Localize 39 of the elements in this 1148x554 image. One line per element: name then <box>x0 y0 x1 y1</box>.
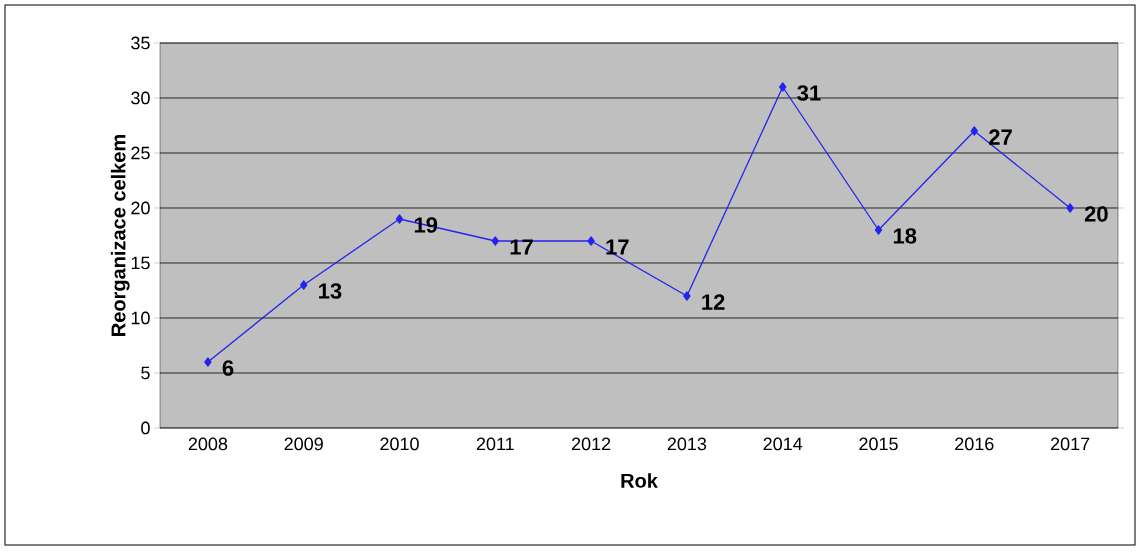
point <box>970 126 978 136</box>
y-tick-label: 10 <box>131 311 150 325</box>
data-label: 6 <box>222 360 234 376</box>
x-tick-label: 2014 <box>763 437 803 451</box>
x-tick-label: 2009 <box>284 437 323 451</box>
point <box>395 214 404 224</box>
x-tick-label: 2011 <box>476 437 514 451</box>
point <box>874 225 883 235</box>
point <box>779 82 787 92</box>
y-tick-label: 15 <box>131 256 150 270</box>
point <box>587 236 595 246</box>
point <box>1066 203 1074 213</box>
data-label: 31 <box>797 85 821 101</box>
data-label: 17 <box>606 239 629 255</box>
data-label: 27 <box>989 129 1012 145</box>
x-tick-label: 2008 <box>188 437 228 451</box>
x-tick-label: 2012 <box>571 437 611 451</box>
data-label: 13 <box>319 283 342 299</box>
data-label: 20 <box>1084 206 1108 222</box>
y-tick-label: 35 <box>131 36 150 50</box>
point <box>491 236 499 246</box>
x-tick-label: 2013 <box>667 437 707 451</box>
x-axis-title: Rok <box>621 473 658 488</box>
x-tick-label: 2017 <box>1051 437 1090 451</box>
y-tick-label: 25 <box>131 146 150 160</box>
data-label: 17 <box>510 239 533 255</box>
y-axis-title: Reorganizace celkem <box>110 135 130 336</box>
x-tick-label: 2010 <box>380 437 419 451</box>
data-label: 12 <box>702 294 725 310</box>
point <box>683 291 691 301</box>
point <box>300 280 308 290</box>
y-tick-label: 30 <box>131 91 150 105</box>
data-label: 18 <box>893 228 917 244</box>
y-tick-label: 0 <box>141 421 150 435</box>
point <box>204 357 212 367</box>
y-tick-label: 20 <box>131 201 150 215</box>
x-tick-label: 2016 <box>955 437 994 451</box>
y-tick-label: 5 <box>141 366 150 380</box>
x-tick-label: 2015 <box>859 437 898 451</box>
